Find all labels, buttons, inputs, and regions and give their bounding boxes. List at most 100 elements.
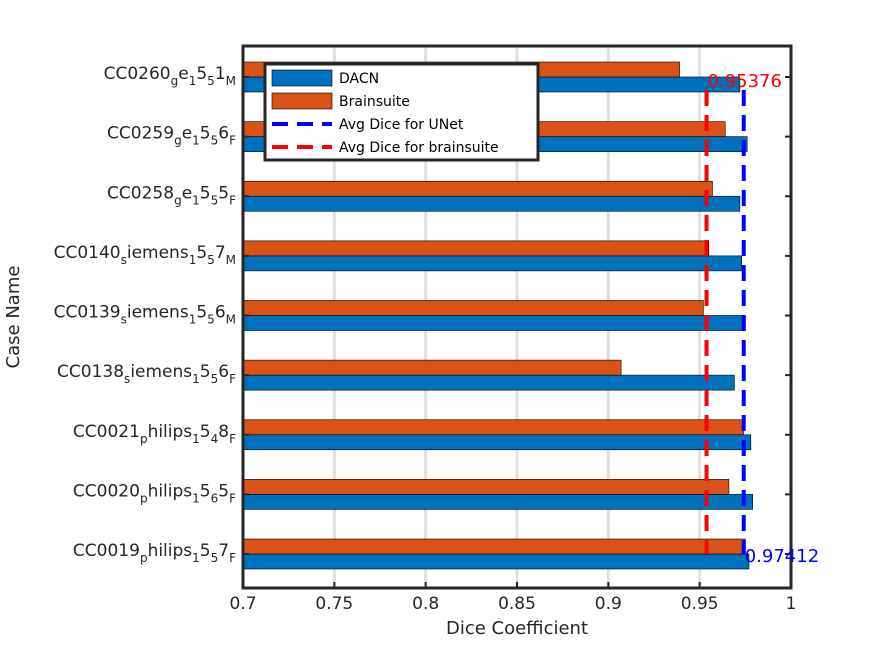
category-label-part: CC0020 bbox=[73, 481, 140, 501]
bar-brainsuite bbox=[242, 538, 746, 555]
unet-avg-label: 0.97412 bbox=[745, 546, 819, 567]
category-label-subscript: 1 bbox=[192, 372, 200, 386]
category-labels: CC0260ge1551MCC0259ge1556FCC0258ge1555FC… bbox=[54, 64, 237, 565]
x-tick-label: 0.9 bbox=[595, 594, 622, 614]
x-tick-label: 0.75 bbox=[315, 594, 353, 614]
category-label-subscript: F bbox=[229, 491, 236, 505]
category-label-subscript: 5 bbox=[211, 134, 219, 148]
legend-swatch bbox=[271, 69, 333, 87]
bar-dacn bbox=[242, 315, 746, 331]
bar-dacn bbox=[242, 434, 752, 451]
bar-brainsuite bbox=[242, 359, 622, 376]
category-label-subscript: 1 bbox=[192, 432, 200, 446]
category-label-subscript: 1 bbox=[192, 551, 200, 565]
legend-label: DACN bbox=[339, 71, 379, 87]
brainsuite-avg-label: 0.95376 bbox=[708, 71, 782, 92]
x-tick-label: 0.95 bbox=[681, 594, 719, 614]
category-label-part: CC0260 bbox=[104, 64, 171, 84]
bar-brainsuite bbox=[242, 479, 730, 495]
category-label-part: 8 bbox=[218, 422, 229, 442]
category-label-part: 5 bbox=[200, 362, 211, 382]
category-label-subscript: 5 bbox=[211, 193, 219, 207]
category-label-part: e bbox=[182, 183, 192, 203]
bar-brainsuite bbox=[242, 180, 713, 197]
axis-ticks: 0.7 0.75 0.8 0.85 0.9 0.95 1 bbox=[229, 76, 797, 614]
category-label-part: CC0259 bbox=[107, 124, 174, 144]
category-label-subscript: M bbox=[226, 74, 236, 88]
category-label: CC0021philips1548F bbox=[73, 422, 236, 446]
category-label-part: iemens bbox=[130, 362, 192, 382]
category-label-part: 5 bbox=[200, 481, 211, 501]
y-axis-title: Case Name bbox=[3, 266, 24, 369]
category-label-part: 7 bbox=[215, 243, 226, 263]
category-label-subscript: F bbox=[229, 432, 236, 446]
reference-lines bbox=[704, 90, 746, 554]
category-label-part: 1 bbox=[215, 64, 226, 84]
category-label-subscript: 1 bbox=[192, 491, 200, 505]
category-label-subscript: 1 bbox=[189, 313, 197, 327]
x-tick-label: 0.7 bbox=[229, 594, 256, 614]
category-label: CC0019philips1557F bbox=[73, 541, 236, 565]
category-label-subscript: 5 bbox=[211, 372, 219, 386]
category-label-subscript: F bbox=[229, 193, 236, 207]
x-axis-title: Dice Coefficient bbox=[446, 618, 588, 639]
category-label-part: 5 bbox=[196, 303, 207, 323]
category-label-subscript: 1 bbox=[189, 74, 197, 88]
category-label-part: 5 bbox=[200, 541, 211, 561]
category-label-subscript: 6 bbox=[211, 491, 219, 505]
category-label-part: CC0021 bbox=[73, 422, 140, 442]
bar-dacn bbox=[242, 255, 742, 272]
category-label-part: 5 bbox=[196, 243, 207, 263]
category-label-part: 6 bbox=[218, 362, 229, 382]
legend-swatch bbox=[271, 92, 333, 110]
category-label-part: iemens bbox=[127, 303, 189, 323]
category-label-part: 6 bbox=[218, 124, 229, 144]
bar-dacn bbox=[242, 494, 753, 510]
category-label-part: 7 bbox=[218, 541, 229, 561]
category-label-part: 5 bbox=[200, 422, 211, 442]
category-label-subscript: s bbox=[121, 313, 127, 327]
category-label-subscript: 4 bbox=[211, 432, 219, 446]
category-label-part: CC0139 bbox=[54, 303, 121, 323]
category-label-subscript: F bbox=[229, 551, 236, 565]
category-label: CC0140siemens1557M bbox=[54, 243, 236, 267]
category-label-part: hilips bbox=[148, 422, 193, 442]
legend-label: Avg Dice for brainsuite bbox=[339, 140, 499, 156]
category-label-part: hilips bbox=[148, 481, 193, 501]
category-label-part: e bbox=[178, 64, 188, 84]
category-label: CC0260ge1551M bbox=[104, 64, 236, 88]
category-label-subscript: g bbox=[171, 74, 179, 88]
category-label-subscript: g bbox=[174, 134, 182, 148]
category-label-part: 6 bbox=[215, 303, 226, 323]
category-label-subscript: p bbox=[140, 551, 148, 565]
category-label-subscript: F bbox=[229, 372, 236, 386]
category-label: CC0259ge1556F bbox=[107, 124, 236, 148]
category-label-subscript: M bbox=[226, 253, 236, 267]
category-label-part: 5 bbox=[200, 183, 211, 203]
category-label-subscript: 5 bbox=[207, 74, 215, 88]
category-label-subscript: 5 bbox=[207, 313, 215, 327]
category-label-subscript: 5 bbox=[211, 551, 219, 565]
bar-brainsuite bbox=[242, 419, 744, 436]
category-label-part: CC0258 bbox=[107, 183, 174, 203]
bar-dacn bbox=[242, 195, 741, 212]
category-label-subscript: s bbox=[124, 372, 130, 386]
category-label-subscript: 1 bbox=[192, 193, 200, 207]
x-tick-label: 1 bbox=[786, 594, 797, 614]
category-label: CC0258ge1555F bbox=[107, 183, 236, 207]
category-label-subscript: 5 bbox=[207, 253, 215, 267]
category-label-subscript: s bbox=[121, 253, 127, 267]
category-label-part: CC0138 bbox=[57, 362, 124, 382]
category-label-part: CC0140 bbox=[54, 243, 121, 263]
bar-brainsuite bbox=[242, 240, 710, 257]
category-label-subscript: 1 bbox=[192, 134, 200, 148]
category-label-part: 5 bbox=[200, 124, 211, 144]
category-label: CC0139siemens1556M bbox=[54, 303, 236, 327]
category-label-subscript: g bbox=[174, 193, 182, 207]
legend-label: Brainsuite bbox=[339, 94, 410, 110]
category-label-part: e bbox=[182, 124, 192, 144]
x-tick-label: 0.85 bbox=[498, 594, 536, 614]
bar-dacn bbox=[242, 374, 735, 391]
category-label-part: 5 bbox=[218, 183, 229, 203]
